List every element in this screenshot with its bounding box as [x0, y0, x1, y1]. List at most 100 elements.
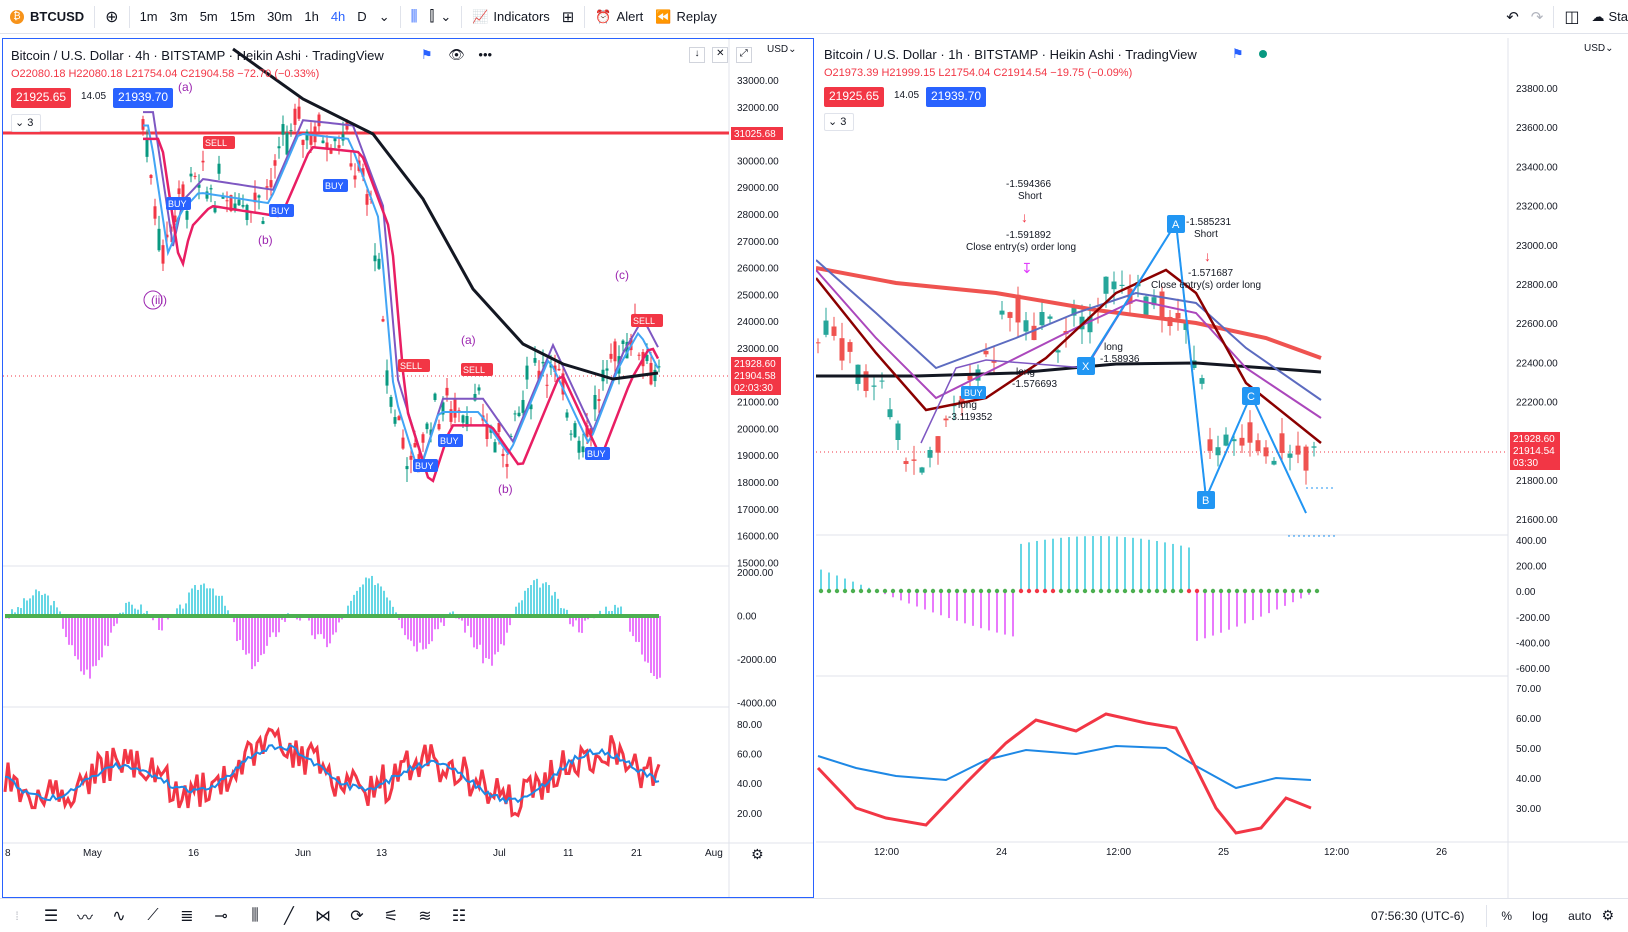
flag-icon[interactable]: ⚑: [1232, 46, 1244, 61]
osc-bar: [248, 616, 250, 654]
osc-bar: [1276, 591, 1278, 610]
osc-bar: [107, 616, 109, 647]
candles-icon: ⫼: [410, 8, 418, 25]
save-button[interactable]: ☁ Sta: [1585, 0, 1628, 34]
more-icon[interactable]: •••: [478, 47, 493, 62]
interval-1h[interactable]: 1h: [304, 9, 319, 24]
elliott-wave-icon[interactable]: ∿: [112, 907, 126, 925]
download-icon[interactable]: ↓: [689, 47, 705, 63]
undo-button[interactable]: ↶: [1500, 0, 1525, 34]
redo-button[interactable]: ↷: [1525, 0, 1550, 34]
templates-button[interactable]: ⊞: [556, 0, 581, 34]
osc-signal-dot: [938, 588, 944, 594]
signal-badge: [269, 204, 294, 217]
interval-5m[interactable]: 5m: [199, 9, 218, 24]
right-collapse-indicators[interactable]: ⌄ 3: [824, 113, 854, 131]
close-icon[interactable]: ✕: [712, 47, 729, 63]
right-ohlc: O21973.39 H21999.15 L21754.04 C21914.54 …: [824, 67, 1133, 79]
alert-button[interactable]: ⏰ Alert: [589, 0, 649, 34]
left-collapse-indicators[interactable]: ⌄ 3: [11, 114, 41, 132]
right-ask-badge[interactable]: 21939.70: [926, 87, 987, 107]
settings-gear-icon[interactable]: ⚙: [1601, 907, 1614, 923]
ha-candle: [337, 145, 341, 148]
cycle-icon[interactable]: ⟳: [350, 907, 364, 925]
compare-add-button[interactable]: ⊕: [99, 0, 124, 34]
indicators-button[interactable]: 📈 Indicators: [466, 0, 556, 34]
clock-time[interactable]: 07:56:30 (UTC-6): [1371, 908, 1465, 923]
interval-3m[interactable]: 3m: [169, 9, 188, 24]
osc-bar: [74, 616, 76, 657]
interval-dropdown[interactable]: ⌄: [373, 0, 396, 34]
countdown-text: 02:03:30: [734, 383, 773, 394]
osc-bar: [488, 616, 490, 659]
osc-signal-dot: [962, 588, 968, 594]
menu-icon[interactable]: ☰: [43, 907, 59, 925]
interval-4h[interactable]: 4h: [330, 9, 346, 24]
osc-bar: [431, 616, 433, 642]
layout-button[interactable]: ◫: [1558, 0, 1585, 34]
abc-pattern-icon[interactable]: 〰: [76, 909, 93, 927]
interval-30m[interactable]: 30m: [267, 9, 293, 24]
vertical-lines-icon[interactable]: ⫼: [251, 906, 259, 924]
ha-candle: [561, 373, 565, 395]
horizontal-line-icon[interactable]: ⊸: [214, 907, 228, 925]
interval-15m[interactable]: 15m: [229, 9, 256, 24]
osc-bar: [638, 616, 640, 643]
maximize-icon[interactable]: ⤢: [735, 47, 752, 63]
osc-bar: [452, 611, 454, 616]
osc-bar: [539, 587, 541, 616]
left-bid-badge[interactable]: 21925.65: [11, 88, 72, 108]
right-currency[interactable]: USD⌄: [1584, 43, 1614, 54]
bar-style-button[interactable]: ⫼: [405, 0, 424, 34]
osc-bar: [260, 616, 262, 656]
left-chart-canvas[interactable]: 33000.0032000.0031000.0030000.0029000.00…: [3, 39, 814, 898]
osc-bar: [1236, 591, 1238, 627]
drag-handle-icon[interactable]: ⁞: [15, 908, 19, 923]
replay-button[interactable]: ⏪ Replay: [649, 0, 723, 34]
left-time-tick: Jun: [295, 848, 311, 859]
interval-1m[interactable]: 1m: [139, 9, 158, 24]
osc-bar: [482, 616, 484, 664]
ma-black-200: [232, 47, 659, 381]
chart-type-button[interactable]: ⫿ ⌄: [424, 0, 458, 34]
xabcd-pattern-icon[interactable]: ⋈: [315, 907, 331, 925]
osc-bar: [1180, 545, 1182, 591]
right-chart-pane[interactable]: 23800.00 23600.00 23400.00 23200.00 23000.00…: [816, 38, 1628, 898]
left-chart-pane[interactable]: 33000.0032000.0031000.0030000.0029000.00…: [2, 38, 814, 898]
sliders-icon[interactable]: ⚟: [383, 907, 399, 925]
osc-bar: [437, 616, 439, 630]
osc-bar: [377, 583, 379, 616]
osc-bar: [988, 591, 990, 631]
short-arrow-icon: ↓: [1204, 248, 1211, 264]
settings-list-icon[interactable]: ☷: [451, 907, 467, 925]
ray-icon[interactable]: ╱: [284, 907, 294, 925]
left-ask-badge[interactable]: 21939.70: [113, 88, 174, 108]
right-rsi-tick: 40.00: [1516, 774, 1541, 785]
osc-bar: [656, 616, 658, 680]
right-chart-canvas[interactable]: 23800.00 23600.00 23400.00 23200.00 23000.00…: [816, 38, 1628, 898]
symbol-search[interactable]: ₿ BTCUSD: [0, 0, 90, 34]
ha-candle: [273, 160, 277, 166]
osc-bar: [1148, 539, 1150, 591]
ha-candle: [1263, 447, 1269, 457]
interval-d[interactable]: D: [357, 9, 367, 24]
percent-toggle[interactable]: %: [1501, 908, 1513, 923]
log-toggle[interactable]: log: [1532, 908, 1549, 923]
right-bid-badge[interactable]: 21925.65: [824, 87, 885, 107]
chevron-down-icon: ⌄: [15, 117, 25, 129]
left-currency[interactable]: USD⌄: [767, 44, 797, 55]
trend-line-icon[interactable]: ⟋: [147, 906, 159, 924]
osc-bar: [161, 616, 163, 631]
flag-icon[interactable]: ⚑: [421, 47, 433, 62]
ha-candle: [1175, 312, 1181, 319]
channel-icon[interactable]: ≋: [418, 907, 432, 925]
left-rsi-tick: 20.00: [737, 809, 762, 820]
osc-bar: [44, 593, 46, 616]
ha-candle: [1031, 325, 1037, 341]
osc-signal-dot: [866, 588, 872, 594]
ha-candle: [401, 437, 405, 449]
eye-icon[interactable]: 👁: [448, 47, 465, 62]
signal-badge: [323, 179, 348, 192]
fib-icon[interactable]: ≣: [180, 907, 194, 925]
auto-toggle[interactable]: auto: [1568, 908, 1592, 923]
